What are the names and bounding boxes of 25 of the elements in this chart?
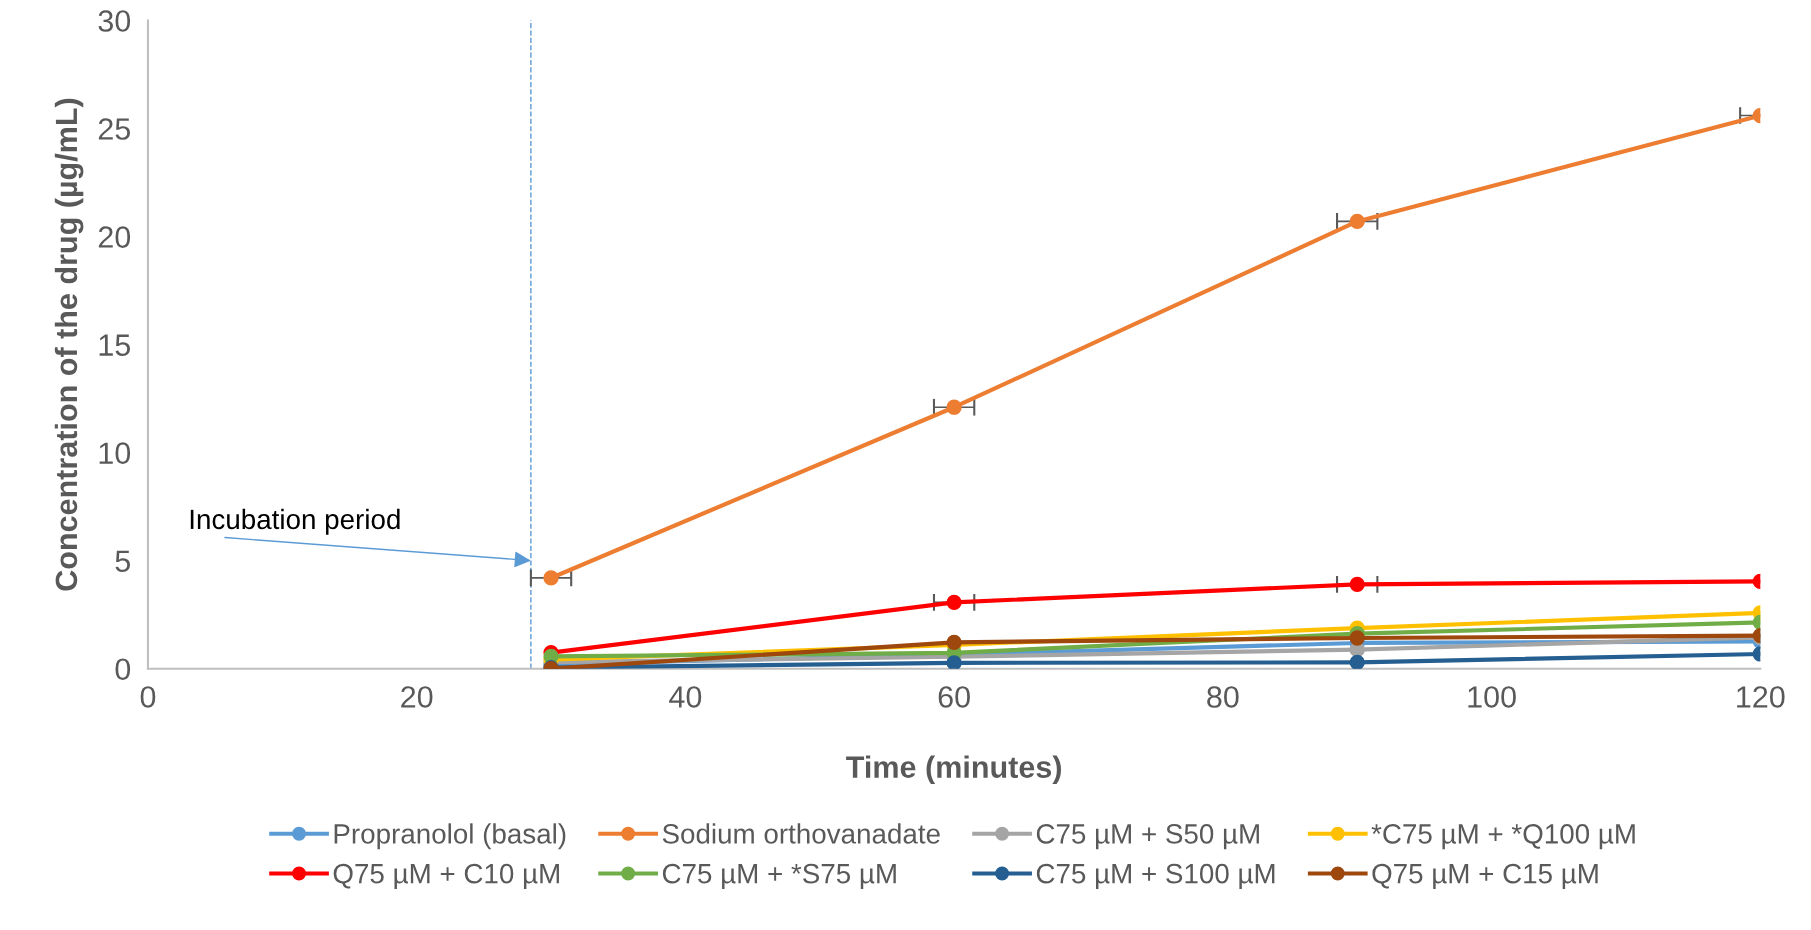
legend-label: C75 µM + *S75 µM (662, 863, 896, 889)
y-tick-label: 15 (99, 334, 131, 356)
x-tick-label: 40 (669, 686, 702, 708)
legend-label: *C75 µM + *Q100 µM (1371, 824, 1635, 850)
x-tick-label: 120 (1737, 686, 1785, 708)
x-tick-label: 100 (1468, 686, 1516, 708)
legend-label: Propranolol (basal) (334, 823, 566, 850)
y-tick-label: 10 (99, 442, 131, 464)
x-tick-label: 0 (140, 686, 156, 708)
y-tick-label: 0 (115, 658, 131, 681)
legend-label: Sodium orthovanadate (662, 823, 940, 844)
legend-label: Q75 µM + C15 µM (1372, 863, 1598, 889)
legend-label: C75 µM + S50 µM (1036, 824, 1259, 850)
x-axis-title: Time (minutes) (846, 755, 1061, 784)
y-tick-label: 20 (98, 226, 131, 248)
y-tick-label: 25 (98, 118, 131, 140)
legend-label: Q75 µM + C10 µM (333, 863, 559, 889)
x-tick-label: 20 (401, 686, 433, 708)
legend-label: C75 µM + S100 µM (1036, 863, 1275, 889)
y-axis-title: Concentration of the drug (µg/mL) (54, 98, 84, 591)
x-tick-label: 60 (938, 686, 970, 708)
y-tick-label: 5 (115, 550, 131, 573)
annotation: Incubation period (190, 508, 400, 535)
y-tick-label: 30 (98, 10, 131, 32)
x-tick-label: 80 (1207, 686, 1239, 708)
